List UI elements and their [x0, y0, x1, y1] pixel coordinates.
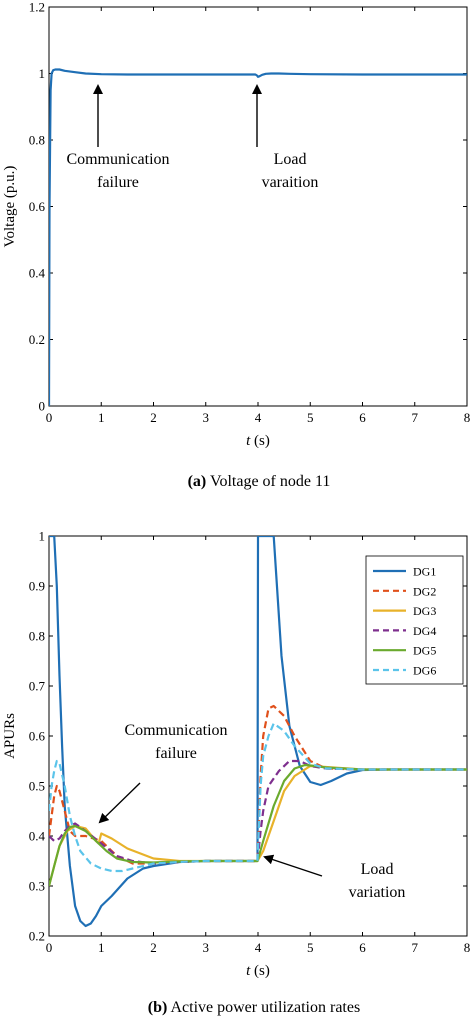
chart-a-ytick-label: 1.2 [29, 0, 45, 15]
caption-a-tag: (a) [188, 473, 207, 490]
legend-label-dg2: DG2 [413, 584, 436, 598]
series-line-dg5 [49, 763, 467, 887]
series-line-dg1 [49, 536, 467, 928]
chart-a-ytick-label: 0.4 [29, 266, 46, 281]
chart-a-series-line [49, 68, 467, 406]
legend-label-dg4: DG4 [413, 624, 436, 638]
chart-b-xlabel-unit: (s) [250, 963, 270, 979]
chart-a-xtick-label: 3 [203, 410, 210, 425]
chart-b-annotation-text: failure [155, 745, 197, 762]
caption-a: (a) Voltage of node 11 [188, 473, 331, 490]
chart-b-annotation-text: Load [361, 861, 394, 878]
chart-a-xlabel: t (s) [246, 433, 270, 449]
caption-b: (b) Active power utilization rates [148, 999, 360, 1016]
chart-b-annotation-text: variation [349, 884, 406, 901]
chart-a-axes-box [48, 6, 468, 407]
legend-label-dg1: DG1 [413, 565, 436, 579]
chart-b-ytick-label: 0.4 [29, 829, 46, 844]
chart-b-ytick-label: 0.6 [29, 729, 46, 744]
chart-a-xtick-label: 5 [307, 410, 314, 425]
caption-a-text: Voltage of node 11 [206, 473, 330, 490]
chart-b-annotation-arrow [98, 782, 141, 824]
chart-b-ytick-label: 0.3 [29, 879, 45, 894]
series-line-dg4 [49, 759, 467, 865]
chart-a-annotation-text: Load [274, 151, 307, 168]
legend: DG1 DG2 DG3 DG4 DG5 DG6 [365, 555, 464, 685]
chart-a-xtick-label: 2 [150, 410, 157, 425]
caption-b-tag: (b) [148, 999, 168, 1016]
chart-b-annotation-arrow [263, 854, 323, 877]
chart-b-xtick-label: 8 [464, 940, 471, 955]
chart-b-ytick-label: 0.8 [29, 629, 45, 644]
chart-a-xtick-label: 1 [98, 410, 105, 425]
chart-b-ytick-label: 0.7 [29, 679, 46, 694]
legend-box [365, 555, 464, 685]
chart-b-xtick-label: 5 [307, 940, 314, 955]
chart-b-xtick-label: 1 [98, 940, 105, 955]
chart-a-annotation-text: failure [97, 174, 139, 191]
chart-a-xtick-label: 0 [46, 410, 53, 425]
chart-b: (b) Active power utilization rates 0 1 2 3 4… [2, 529, 470, 1017]
chart-a-ytick-label: 0.8 [29, 133, 45, 148]
legend-label-dg3: DG3 [413, 604, 436, 618]
chart-a-ytick-label: 1 [39, 66, 46, 81]
series-line-dg2 [49, 704, 467, 865]
chart-b-xtick-label: 0 [46, 940, 53, 955]
chart-b-xlabel: t (s) [246, 963, 270, 979]
chart-a-ytick-label: 0.6 [29, 199, 46, 214]
chart-a-ytick-label: 0.2 [29, 332, 45, 347]
chart-b-xtick-label: 4 [255, 940, 262, 955]
chart-b-ylabel: APURs [2, 713, 18, 759]
chart-b-ytick-label: 0.9 [29, 579, 45, 594]
chart-a-xtick-label: 8 [464, 410, 471, 425]
chart-a-series-group [49, 68, 467, 406]
chart-b-ytick-label: 0.5 [29, 779, 45, 794]
chart-b-ytick-label: 0.2 [29, 929, 45, 944]
chart-b-ytick-label: 1 [39, 529, 46, 544]
chart-a-annotation-text: varaition [262, 174, 319, 191]
chart-b-annotation-text: Communication [124, 722, 227, 739]
chart-b-xtick-label: 7 [412, 940, 419, 955]
chart-a: (a) Voltage of node 11 0 1 2 3 4 5 6 7 8 0 0.2 0.4 0… [2, 0, 470, 490]
chart-a-xlabel-unit: (s) [250, 433, 270, 449]
series-line-dg6 [49, 722, 467, 873]
chart-a-xtick-label: 7 [412, 410, 419, 425]
chart-b-xtick-label: 3 [203, 940, 210, 955]
chart-b-xtick-label: 2 [150, 940, 157, 955]
chart-a-xlabel-var: t [246, 433, 251, 449]
legend-label-dg6: DG6 [413, 664, 436, 678]
chart-b-xtick-label: 6 [359, 940, 366, 955]
chart-a-ytick-label: 0 [39, 399, 46, 414]
legend-label-dg5: DG5 [413, 644, 436, 658]
chart-a-ylabel: Voltage (p.u.) [2, 166, 18, 248]
chart-b-series-group [49, 536, 467, 928]
chart-b-xlabel-var: t [246, 963, 251, 979]
chart-a-annotation-text: Communication [66, 151, 169, 168]
chart-a-xtick-label: 4 [255, 410, 262, 425]
chart-a-xtick-label: 6 [359, 410, 366, 425]
caption-b-text: Active power utilization rates [167, 999, 360, 1016]
